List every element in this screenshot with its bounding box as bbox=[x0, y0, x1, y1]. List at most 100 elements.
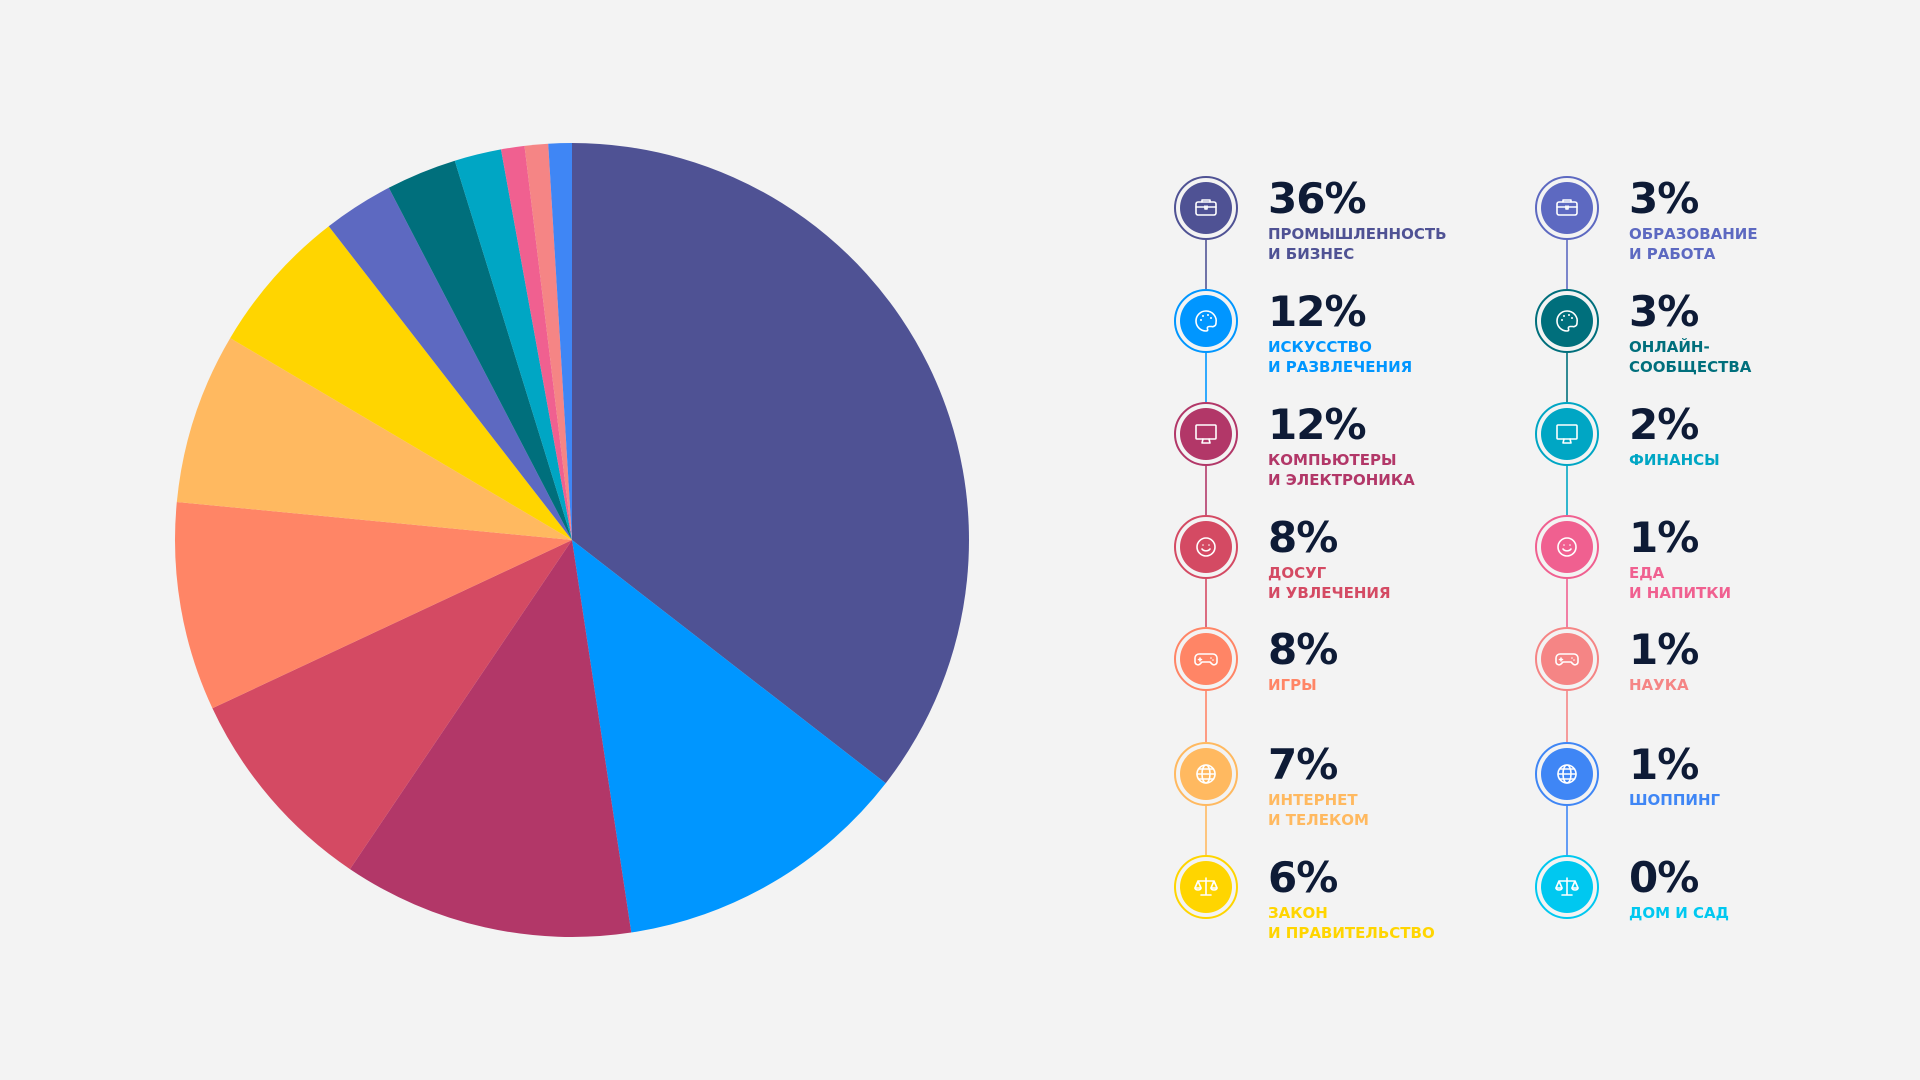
legend-item: 1% ЕДА И НАПИТКИ bbox=[1535, 515, 1865, 625]
pie-slice bbox=[349, 540, 632, 937]
legend-label-line2: И НАПИТКИ bbox=[1629, 584, 1732, 602]
legend-badge bbox=[1174, 627, 1238, 691]
legend-item: 6% ЗАКОН И ПРАВИТЕЛЬСТВО bbox=[1174, 855, 1504, 965]
legend-label-line1: ПРОМЫШЛЕННОСТЬ bbox=[1268, 225, 1447, 243]
legend-item: 1% ШОППИНГ bbox=[1535, 742, 1865, 852]
legend-percent: 36% bbox=[1268, 174, 1367, 223]
monitor-icon bbox=[1195, 424, 1217, 444]
legend-badge bbox=[1174, 515, 1238, 579]
legend-percent: 8% bbox=[1268, 625, 1338, 674]
legend-item: 8% ИГРЫ bbox=[1174, 627, 1504, 737]
legend-label: ДОСУГ И УВЛЕЧЕНИЯ bbox=[1268, 563, 1391, 603]
legend-percent: 1% bbox=[1629, 740, 1699, 789]
legend-label: ОБРАЗОВАНИЕ И РАБОТА bbox=[1629, 224, 1758, 264]
legend-connector bbox=[1566, 806, 1568, 855]
pie-slice bbox=[388, 160, 572, 540]
legend-percent: 6% bbox=[1268, 853, 1338, 902]
legend-label: ИГРЫ bbox=[1268, 675, 1317, 695]
pie-slice bbox=[500, 145, 572, 541]
legend-label: НАУКА bbox=[1629, 675, 1689, 695]
legend-item: 7% ИНТЕРНЕТ И ТЕЛЕКОМ bbox=[1174, 742, 1504, 852]
legend-connector bbox=[1566, 240, 1568, 289]
legend-badge bbox=[1174, 742, 1238, 806]
legend-connector bbox=[1205, 806, 1207, 855]
legend-percent: 12% bbox=[1268, 287, 1367, 336]
legend-label: ИСКУССТВО И РАЗВЛЕЧЕНИЯ bbox=[1268, 337, 1412, 377]
legend-label: ОНЛАЙН- СООБЩЕСТВА bbox=[1629, 337, 1751, 377]
gamepad-icon bbox=[1555, 653, 1579, 666]
legend-badge bbox=[1535, 855, 1599, 919]
legend-connector bbox=[1566, 353, 1568, 402]
legend-label: ЕДА И НАПИТКИ bbox=[1629, 563, 1731, 603]
legend-label: ФИНАНСЫ bbox=[1629, 450, 1720, 470]
legend-connector bbox=[1205, 353, 1207, 402]
palette-icon bbox=[1556, 310, 1578, 332]
legend-connector bbox=[1205, 240, 1207, 289]
legend-label: КОМПЬЮТЕРЫ И ЭЛЕКТРОНИКА bbox=[1268, 450, 1415, 490]
pie-slice bbox=[524, 143, 572, 540]
smiley-icon bbox=[1196, 537, 1216, 557]
legend-percent: 1% bbox=[1629, 513, 1699, 562]
legend-label-line1: ИСКУССТВО bbox=[1268, 338, 1372, 356]
pie-slice bbox=[572, 540, 886, 933]
legend-connector bbox=[1205, 579, 1207, 627]
legend-label: ШОППИНГ bbox=[1629, 790, 1720, 810]
legend-badge bbox=[1174, 855, 1238, 919]
legend-label-line1: ЗАКОН bbox=[1268, 904, 1328, 922]
legend-connector bbox=[1566, 466, 1568, 515]
legend-badge bbox=[1535, 515, 1599, 579]
legend-item: 3% ОБРАЗОВАНИЕ И РАБОТА bbox=[1535, 176, 1865, 286]
legend-percent: 2% bbox=[1629, 400, 1699, 449]
legend-label-line1: ДОМ И САД bbox=[1629, 904, 1730, 922]
legend-label-line1: НАУКА bbox=[1629, 676, 1689, 694]
legend-label: ИНТЕРНЕТ И ТЕЛЕКОМ bbox=[1268, 790, 1369, 830]
legend-label-line1: ШОППИНГ bbox=[1629, 791, 1721, 809]
pie-slice bbox=[175, 501, 573, 709]
pie-chart bbox=[175, 143, 969, 937]
legend-label-line2: И ТЕЛЕКОМ bbox=[1268, 811, 1369, 829]
legend-item: 36% ПРОМЫШЛЕННОСТЬ И БИЗНЕС bbox=[1174, 176, 1504, 286]
pie-slice bbox=[212, 540, 572, 870]
legend-connector bbox=[1205, 466, 1207, 515]
briefcase-icon bbox=[1195, 199, 1217, 216]
legend-connector bbox=[1566, 579, 1568, 627]
scales-icon bbox=[1555, 877, 1579, 896]
legend-label-line1: ЕДА bbox=[1629, 564, 1665, 582]
legend-connector bbox=[1205, 691, 1207, 742]
legend-label-line2: И УВЛЕЧЕНИЯ bbox=[1268, 584, 1391, 602]
legend-label: ЗАКОН И ПРАВИТЕЛЬСТВО bbox=[1268, 903, 1435, 943]
monitor-icon bbox=[1556, 424, 1578, 444]
pie-slice bbox=[230, 226, 572, 540]
legend-badge bbox=[1535, 402, 1599, 466]
pie-slice bbox=[328, 187, 572, 540]
briefcase-icon bbox=[1556, 199, 1578, 216]
legend-percent: 3% bbox=[1629, 174, 1699, 223]
legend-label-line1: КОМПЬЮТЕРЫ bbox=[1268, 451, 1397, 469]
legend-item: 8% ДОСУГ И УВЛЕЧЕНИЯ bbox=[1174, 515, 1504, 625]
legend-percent: 12% bbox=[1268, 400, 1367, 449]
legend-item: 1% НАУКА bbox=[1535, 627, 1865, 737]
legend-badge bbox=[1535, 742, 1599, 806]
pie-slice bbox=[548, 143, 572, 540]
legend-percent: 0% bbox=[1629, 853, 1699, 902]
pie-slice bbox=[572, 143, 969, 784]
legend-badge bbox=[1174, 176, 1238, 240]
palette-icon bbox=[1195, 310, 1217, 332]
legend-label-line2: И ЭЛЕКТРОНИКА bbox=[1268, 471, 1415, 489]
legend-label-line1: ИНТЕРНЕТ bbox=[1268, 791, 1358, 809]
scales-icon bbox=[1194, 877, 1218, 896]
smiley-icon bbox=[1557, 537, 1577, 557]
legend-badge bbox=[1535, 289, 1599, 353]
legend-label-line1: ОБРАЗОВАНИЕ bbox=[1629, 225, 1758, 243]
legend-label-line2: И РАЗВЛЕЧЕНИЯ bbox=[1268, 358, 1413, 376]
legend-item: 3% ОНЛАЙН- СООБЩЕСТВА bbox=[1535, 289, 1865, 399]
pie-slice bbox=[454, 149, 572, 540]
legend-percent: 8% bbox=[1268, 513, 1338, 562]
legend-label-line2: И РАБОТА bbox=[1629, 245, 1716, 263]
legend-label-line2: СООБЩЕСТВА bbox=[1629, 358, 1752, 376]
legend-label-line1: ОНЛАЙН- bbox=[1629, 338, 1710, 356]
legend-label-line1: ФИНАНСЫ bbox=[1629, 451, 1720, 469]
legend-percent: 3% bbox=[1629, 287, 1699, 336]
legend-label: ДОМ И САД bbox=[1629, 903, 1729, 923]
pie-slice bbox=[176, 338, 572, 540]
